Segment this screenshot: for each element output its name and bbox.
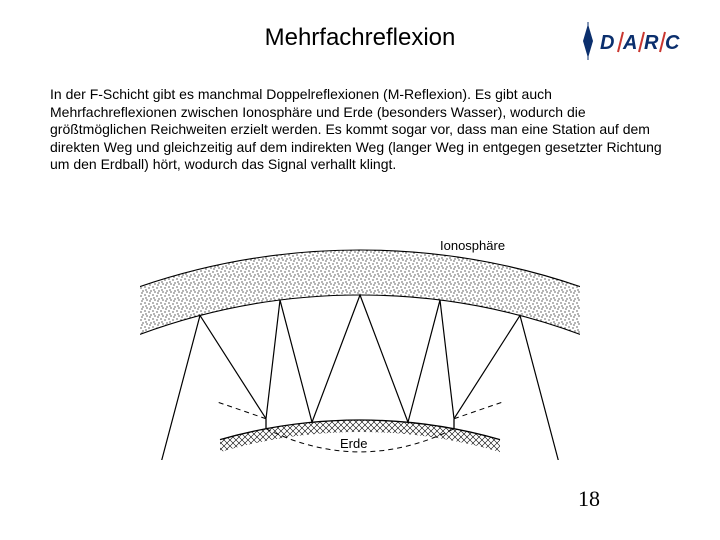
label-earth: Erde — [340, 436, 367, 451]
svg-text:D: D — [600, 32, 614, 54]
svg-text:A: A — [622, 32, 637, 54]
label-ionosphere: Ionosphäre — [440, 238, 505, 253]
body-paragraph: In der F-Schicht gibt es manchmal Doppel… — [50, 86, 670, 174]
page-number: 18 — [578, 486, 600, 512]
svg-text:C: C — [665, 32, 680, 54]
logo-diamond-icon — [583, 22, 593, 60]
slide: Mehrfachreflexion D A R C In der F-Schic… — [0, 0, 720, 540]
darc-logo: D A R C — [580, 20, 690, 67]
darc-logo-svg: D A R C — [580, 20, 690, 62]
svg-text:R: R — [644, 32, 659, 54]
ionosphere-diagram: Ionosphäre Erde — [140, 230, 580, 460]
diagram-container: Ionosphäre Erde — [0, 230, 720, 465]
